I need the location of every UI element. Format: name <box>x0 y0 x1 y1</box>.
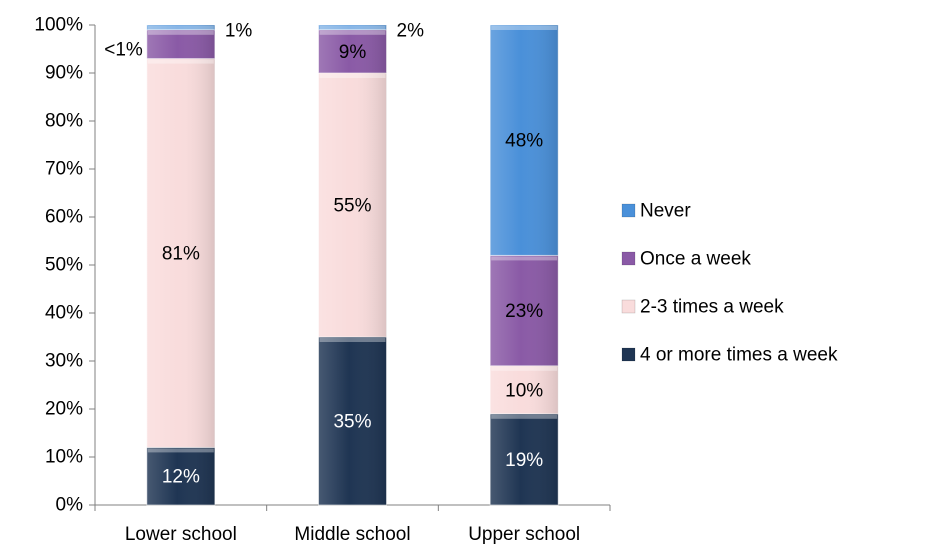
bar-segment-shading <box>146 58 215 448</box>
y-tick-label: 60% <box>45 207 83 228</box>
bar-segment-shading <box>318 29 387 73</box>
y-tick-label: 30% <box>45 351 83 372</box>
bar-segment-bevel <box>319 26 386 30</box>
bar-segment-bevel <box>491 26 558 30</box>
bar-segment-shading <box>490 25 559 256</box>
legend: Never Once a week 2-3 times a week 4 or mor… <box>621 201 838 366</box>
legend-label: Once a week <box>640 249 751 270</box>
bar-segment-bevel <box>147 59 214 64</box>
bar-segment-shading <box>490 365 559 414</box>
bars <box>146 24 559 506</box>
bar-segment-bevel <box>319 74 386 78</box>
y-tick-label: 80% <box>45 111 83 132</box>
y-tick-label: 20% <box>45 399 83 420</box>
bar-segment-shading <box>318 73 387 337</box>
bar-segment-bevel <box>319 30 386 35</box>
bar-segment-shading <box>146 447 215 505</box>
bar-segment-shading <box>490 413 559 505</box>
bar-segment-bevel <box>491 366 558 371</box>
data-label: 12% <box>162 467 200 488</box>
legend-swatch <box>621 347 636 362</box>
bar-segment-bevel <box>147 26 214 30</box>
legend-swatch <box>621 299 636 314</box>
data-label: 2% <box>397 21 425 42</box>
data-label: 55% <box>333 196 371 217</box>
data-label: 81% <box>162 244 200 265</box>
axes: 0% 10% 20% 30% 40% 50% 60% 70% 80% 90% 100% Lower s… <box>34 15 611 545</box>
y-tick-label: 50% <box>45 255 83 276</box>
x-tick-label: Lower school <box>125 524 237 545</box>
y-tick-label: 40% <box>45 303 83 324</box>
x-tick-label: Upper school <box>468 524 580 545</box>
legend-label: 4 or more times a week <box>640 345 838 366</box>
y-tick-label: 10% <box>45 447 83 468</box>
bar-segment-shading <box>490 255 559 366</box>
bar-segment-bevel <box>147 30 214 35</box>
y-tick-label: 90% <box>45 63 83 84</box>
data-label: 9% <box>339 42 367 63</box>
y-tick-label: 0% <box>56 495 84 516</box>
legend-swatch <box>621 203 636 218</box>
data-label: 48% <box>505 131 543 152</box>
y-tick-label: 70% <box>45 159 83 180</box>
data-label: 10% <box>505 380 543 401</box>
bar-segment-bevel <box>319 338 386 342</box>
data-label: 23% <box>505 301 543 322</box>
data-labels: 12% 35% 19% 81% 55% 10% <1% 9% 23% 1% 2% 48% <box>104 21 543 488</box>
bar-segment-bevel <box>147 448 214 453</box>
bar-segment-bevel <box>491 256 558 261</box>
bar-segment-shading <box>318 337 387 505</box>
x-tick-label: Middle school <box>294 524 410 545</box>
data-label: <1% <box>104 39 143 60</box>
legend-swatch <box>621 251 636 266</box>
legend-label: 2-3 times a week <box>640 297 784 318</box>
y-tick-label: 100% <box>34 15 83 36</box>
data-label: 35% <box>333 412 371 433</box>
bar-segment-bevel <box>491 414 558 419</box>
bar-segment-shading <box>318 25 387 30</box>
data-label: 1% <box>225 21 253 42</box>
data-label: 19% <box>505 450 543 471</box>
bar-segment-shading <box>146 25 215 30</box>
legend-label: Never <box>640 201 691 222</box>
bar-segment-shading <box>146 29 215 59</box>
